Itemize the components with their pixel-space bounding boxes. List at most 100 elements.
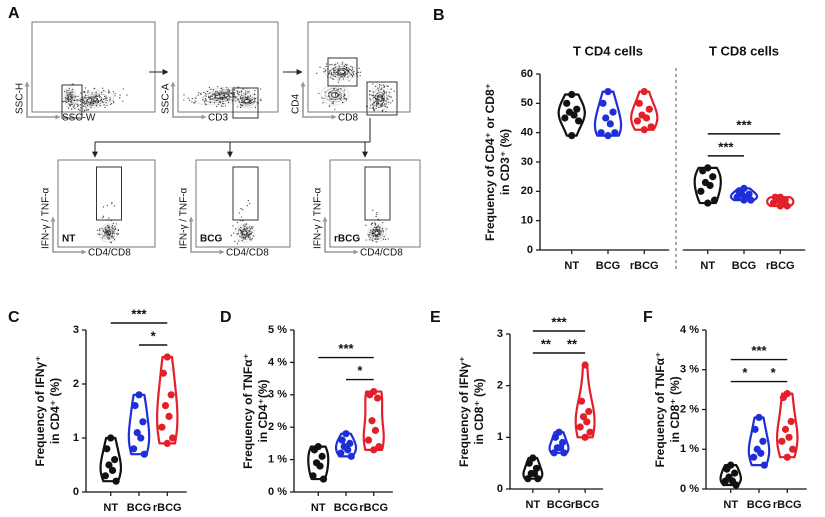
event-dot (387, 85, 389, 88)
y-tick-label: 2 (73, 378, 79, 390)
data-point (131, 402, 139, 410)
event-dot (76, 103, 78, 106)
event-dot (372, 83, 374, 85)
event-dot (112, 91, 115, 93)
event-dot (372, 103, 374, 105)
event-dot (378, 227, 380, 229)
x-axis-label: CD4/CD8 (88, 248, 131, 259)
event-dot (375, 230, 377, 233)
event-dot (235, 97, 237, 99)
violin (155, 355, 179, 445)
event-dot (242, 220, 244, 222)
event-dot (375, 228, 377, 231)
event-dot (330, 72, 333, 74)
event-dot (112, 224, 114, 227)
event-dot (376, 229, 379, 231)
data-point (642, 114, 651, 122)
event-dot (113, 232, 115, 235)
significance-label: *** (338, 341, 354, 356)
event-dot (251, 237, 253, 240)
data-point (779, 393, 787, 402)
data-point (368, 417, 376, 425)
event-dot (114, 227, 116, 229)
event-dot (240, 226, 242, 228)
data-point (371, 426, 380, 435)
event-dot (242, 88, 244, 90)
event-dot (332, 69, 335, 72)
event-dot (322, 102, 324, 104)
event-dot (381, 96, 384, 98)
event-dot (343, 65, 345, 67)
violin (693, 166, 722, 205)
event-dot (337, 81, 340, 83)
event-dot (108, 225, 110, 227)
event-dot (221, 92, 223, 94)
data-point (139, 418, 147, 426)
event-dot (233, 96, 235, 98)
event-dot (214, 97, 216, 99)
violin (522, 456, 544, 480)
event-dot (383, 84, 385, 86)
event-dot (67, 100, 69, 103)
event-dot (245, 235, 248, 237)
event-dot (212, 89, 215, 91)
event-dot (69, 92, 71, 94)
x-axis-label: CD4/CD8 (226, 248, 269, 259)
event-dot (380, 96, 382, 98)
event-dot (244, 237, 247, 239)
event-dot (223, 94, 226, 97)
event-dot (339, 94, 341, 96)
event-dot (380, 106, 382, 108)
event-dot (251, 231, 253, 233)
data-point (112, 477, 120, 485)
event-dot (328, 72, 330, 74)
event-dot (103, 90, 105, 92)
data-point (366, 391, 374, 399)
event-dot (369, 229, 372, 231)
event-dot (101, 91, 103, 94)
event-dot (96, 229, 99, 231)
event-dot (377, 87, 379, 89)
event-dot (331, 74, 333, 76)
event-dot (369, 90, 371, 92)
density-contour (76, 93, 108, 107)
event-dot (103, 104, 105, 106)
event-dot (336, 71, 338, 74)
x-tick-label: NT (103, 502, 118, 514)
event-dot (340, 72, 342, 74)
data-point (373, 394, 382, 402)
y-tick-label: 0 % (268, 486, 287, 498)
event-dot (374, 223, 376, 225)
event-dot (223, 102, 225, 105)
event-dot (353, 74, 355, 76)
event-dot (72, 96, 74, 98)
event-dot (215, 90, 217, 92)
event-dot (111, 236, 113, 238)
event-dot (216, 105, 218, 108)
event-dot (91, 92, 93, 94)
x-tick-label: NT (700, 260, 715, 272)
data-point (789, 445, 797, 453)
event-dot (247, 99, 249, 101)
event-dot (348, 71, 350, 73)
data-point (576, 423, 584, 431)
x-tick-label: rBCG (773, 499, 802, 511)
event-dot (96, 102, 98, 104)
event-dot (90, 102, 92, 104)
event-dot (236, 91, 239, 93)
event-dot (375, 105, 377, 107)
event-dot (328, 91, 331, 93)
event-dot (205, 104, 207, 106)
event-dot (109, 233, 111, 235)
event-dot (93, 99, 95, 102)
event-dot (325, 65, 327, 68)
event-dot (92, 98, 94, 100)
event-dot (382, 99, 384, 101)
data-point (111, 456, 119, 464)
data-point (101, 472, 109, 480)
event-dot (374, 229, 376, 231)
event-dot (227, 91, 229, 94)
event-dot (106, 219, 109, 221)
event-dot (383, 92, 386, 94)
event-dot (376, 226, 378, 228)
